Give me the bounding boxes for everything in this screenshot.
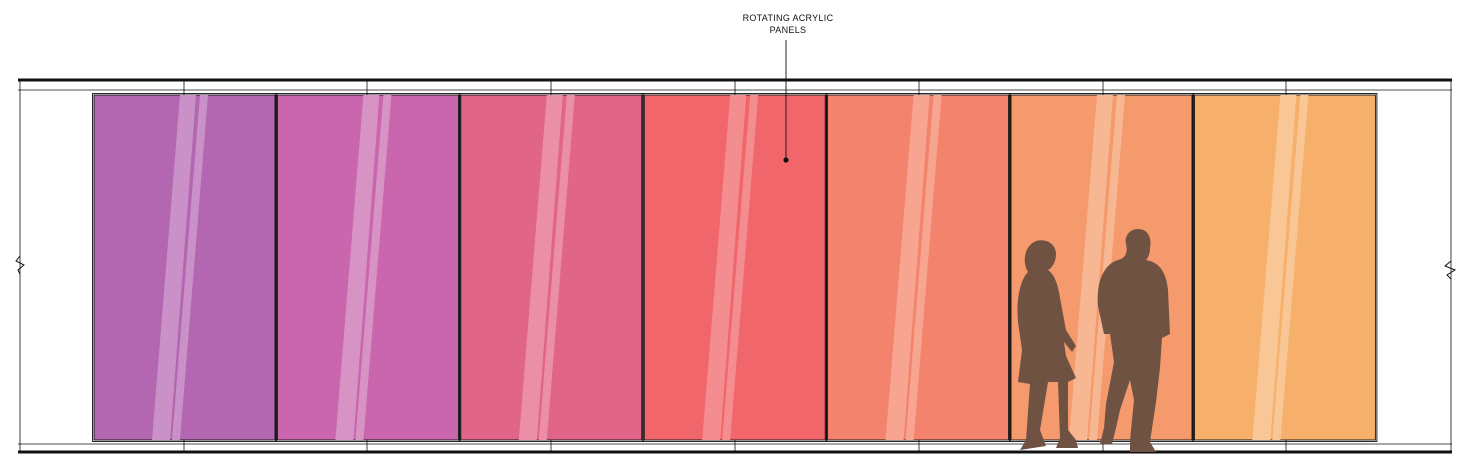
acrylic-panels-group — [92, 80, 1378, 452]
reflection-highlight — [1069, 95, 1113, 440]
reflection-highlight-thin — [172, 95, 208, 440]
panel-frame — [1192, 93, 1378, 442]
reflection-highlight — [885, 95, 930, 440]
panel-frame — [275, 93, 461, 442]
annotation-line-1: ROTATING ACRYLIC — [743, 13, 834, 23]
reflection-highlight-thin — [905, 95, 942, 440]
reflection-highlight — [335, 95, 380, 440]
person-silhouette-man-icon — [1097, 229, 1170, 452]
people-silhouettes — [1017, 229, 1170, 452]
panel-frame — [825, 93, 1011, 442]
break-line-icon-right — [1444, 260, 1457, 280]
reflection-highlight-thin — [1272, 95, 1309, 440]
reflection-highlight — [152, 95, 196, 440]
panel-frame — [92, 93, 277, 442]
reflection-highlight — [702, 95, 747, 440]
reflection-highlight-thin — [538, 95, 575, 440]
reflection-highlight — [518, 95, 563, 440]
reflection-highlight — [1252, 95, 1297, 440]
break-line-icon-left — [15, 255, 25, 275]
reflection-highlight-thin — [355, 95, 392, 440]
reflection-highlight-thin — [722, 95, 759, 440]
person-silhouette-woman-icon — [1017, 240, 1078, 450]
annotation-line-2: PANELS — [770, 25, 807, 35]
leader-dot-icon — [783, 157, 789, 163]
